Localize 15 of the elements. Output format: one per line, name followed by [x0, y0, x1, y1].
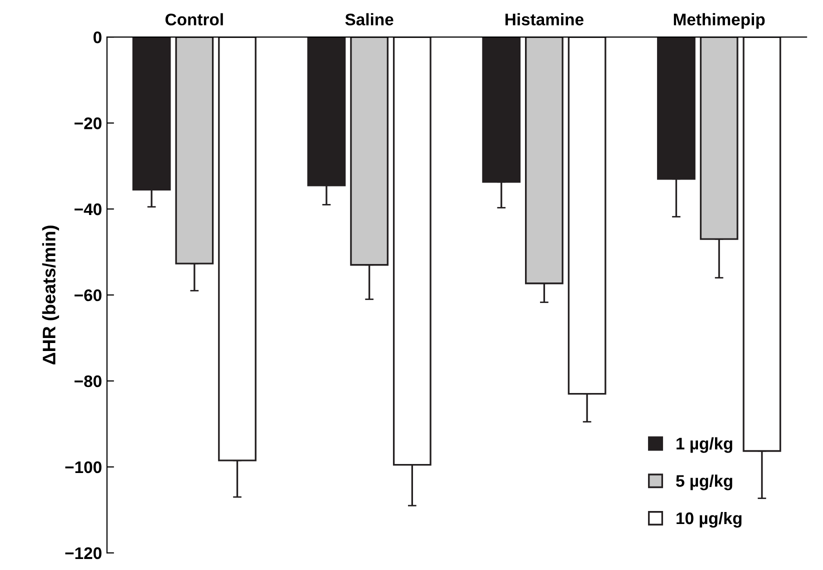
y-tick-label: −20 — [74, 117, 102, 130]
y-tick-label: −100 — [65, 461, 102, 474]
y-axis-title: ΔHR (beats/min) — [42, 226, 60, 364]
y-tick-label: −40 — [74, 203, 102, 216]
y-tick-label: −120 — [65, 547, 102, 560]
y-tick-label: 0 — [94, 31, 102, 44]
legend-label: 5 µg/kg — [676, 474, 732, 490]
y-tick-label: −80 — [74, 375, 102, 388]
x-tick-label: Methimepip — [674, 13, 765, 29]
x-tick-label: Histamine — [506, 13, 584, 26]
legend-label: 1 µg/kg — [676, 437, 732, 453]
y-tick-label: −60 — [74, 289, 102, 302]
x-tick-label: Control — [166, 13, 223, 26]
x-tick-label: Saline — [345, 13, 394, 26]
legend-label: 10 µg/kg — [676, 512, 742, 528]
